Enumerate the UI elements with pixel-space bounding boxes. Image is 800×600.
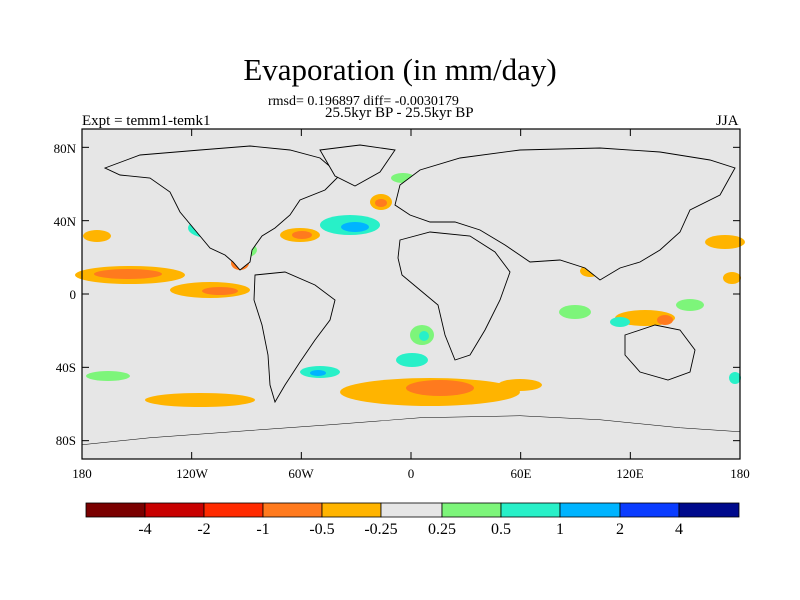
colorbar-label: -2	[197, 521, 210, 538]
anomaly-patch	[419, 331, 429, 341]
anomaly-patch	[559, 305, 591, 319]
colorbar-swatch	[321, 502, 382, 518]
colorbar-label: -1	[256, 521, 269, 538]
lat-tick-label: 40S	[56, 360, 76, 375]
lon-tick-label: 120W	[176, 466, 209, 481]
colorbar-label: -0.25	[364, 521, 397, 538]
tick-marks	[81, 129, 741, 459]
anomaly-patch	[705, 235, 745, 249]
colorbar-swatch	[619, 502, 680, 518]
colorbar-swatch	[380, 502, 443, 518]
colorbar-swatch	[500, 502, 561, 518]
anomaly-patch	[202, 287, 238, 295]
anomaly-patch	[498, 379, 542, 391]
season-label: JJA	[716, 113, 739, 129]
anomaly-patch	[310, 370, 326, 376]
anomaly-patch	[341, 222, 369, 232]
lon-tick-label: 120E	[616, 466, 644, 481]
anomaly-patch	[83, 230, 111, 242]
lat-tick-label: 40N	[54, 214, 77, 229]
anomaly-patch	[375, 199, 387, 207]
eurasia-outline	[394, 147, 736, 281]
coastlines	[81, 144, 741, 459]
colorbar-label: -4	[138, 521, 151, 538]
lon-tick-label: 60W	[288, 466, 314, 481]
period-label: 25.5kyr BP - 25.5kyr BP	[325, 105, 474, 121]
colorbar-label: 4	[675, 521, 683, 538]
anomaly-patch	[94, 269, 162, 279]
lon-tick-label: 180	[730, 466, 750, 481]
colorbar-label: 0.25	[428, 521, 456, 538]
colorbar-label: -0.5	[309, 521, 334, 538]
south-america-outline	[253, 271, 336, 404]
page-title: Evaporation (in mm/day)	[243, 52, 557, 87]
anomaly-patch	[145, 393, 255, 407]
colorbar-swatch	[144, 502, 205, 518]
colorbar-swatch	[203, 502, 264, 518]
africa-outline	[397, 231, 511, 361]
lon-tick-label: 0	[408, 466, 415, 481]
colorbar: -4 -2 -1 -0.5 -0.25 0.25 0.5 1 2 4	[85, 502, 740, 538]
anomaly-patch	[292, 231, 312, 239]
greenland-outline	[319, 144, 396, 187]
lon-tick-label: 60E	[511, 466, 532, 481]
colorbar-label: 1	[556, 521, 564, 538]
colorbar-swatch	[678, 502, 740, 518]
anomaly-patch	[406, 380, 474, 396]
anomaly-patch	[396, 353, 428, 367]
anomaly-patch	[729, 372, 741, 384]
experiment-label: Expt = temm1-temk1	[82, 113, 211, 129]
colorbar-swatch	[262, 502, 323, 518]
north-america-outline	[103, 145, 341, 271]
stats-line: rmsd= 0.196897 diff= -0.0030179	[268, 94, 459, 109]
lat-tick-label: 80S	[56, 433, 76, 448]
anomaly-patch	[86, 371, 130, 381]
lat-tick-label: 80N	[54, 141, 77, 156]
colorbar-swatch	[559, 502, 621, 518]
anomaly-patch	[610, 317, 630, 327]
antarctica-fill	[82, 416, 740, 459]
lat-tick-label: 0	[70, 287, 77, 302]
colorbar-swatch	[85, 502, 146, 518]
colorbar-label: 2	[616, 521, 624, 538]
colorbar-label: 0.5	[491, 521, 511, 538]
colorbar-swatch	[441, 502, 502, 518]
australia-outline	[624, 324, 696, 381]
anomaly-patch	[657, 315, 673, 325]
anomaly-patch	[723, 272, 741, 284]
lon-tick-label: 180	[72, 466, 92, 481]
anomaly-patch	[676, 299, 704, 311]
